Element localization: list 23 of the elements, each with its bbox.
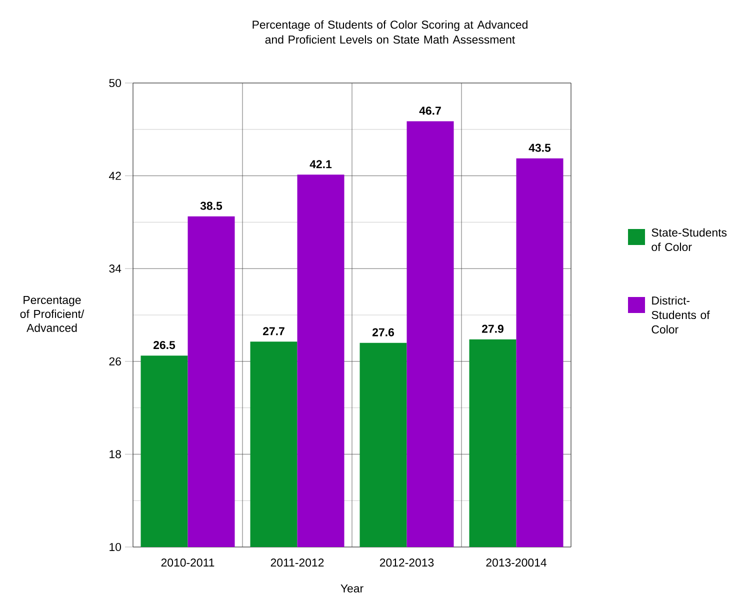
y-tick-label: 50: [109, 78, 122, 88]
legend-label: District-Students of Color: [652, 296, 710, 334]
y-tick-label: 42: [109, 172, 121, 180]
chart-title: Percentage of Students of Color Scoring at Advanced and Proficient Levels on State Math Assessment: [252, 20, 528, 44]
data-label: 27.6: [372, 328, 394, 336]
y-tick-label: 18: [110, 450, 121, 458]
x-tick-label: 2013-20014: [486, 558, 546, 567]
data-label: 26.5: [153, 340, 176, 350]
y-tick-label: 26: [109, 357, 121, 366]
data-label: 27.7: [262, 327, 284, 336]
data-label: 43.5: [528, 144, 551, 152]
y-tick-label: 10: [110, 542, 122, 552]
y-tick-label: 34: [109, 264, 122, 273]
y-axis-title: Percentage of Proficient/ Advanced: [20, 296, 84, 332]
data-label: 27.9: [482, 324, 504, 333]
data-label: 38.5: [200, 202, 222, 210]
x-tick-label: 2011-2012: [270, 558, 324, 567]
data-label: 46.7: [419, 106, 441, 115]
x-axis-title: Year: [340, 584, 364, 592]
x-tick-label: 2010-2011: [161, 558, 214, 567]
legend-label: State-Students of Color: [652, 228, 727, 252]
x-tick-label: 2012-2013: [380, 558, 434, 567]
data-label: 42.1: [310, 160, 332, 168]
